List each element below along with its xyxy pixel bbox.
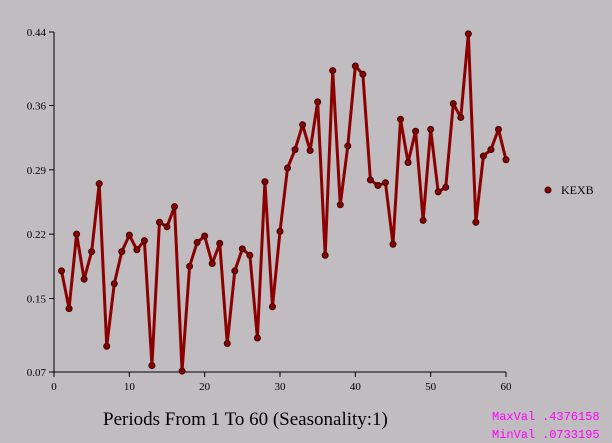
x-axis-label: Periods From 1 To 60 (Seasonality:1) bbox=[103, 409, 388, 430]
x-axis: 0 10 20 30 40 50 60 bbox=[51, 371, 513, 393]
data-point bbox=[464, 30, 472, 38]
data-point bbox=[118, 248, 126, 256]
data-point bbox=[201, 232, 209, 240]
data-point bbox=[276, 227, 284, 235]
data-point bbox=[329, 67, 337, 75]
data-point bbox=[351, 62, 359, 70]
data-point bbox=[155, 218, 163, 226]
data-point bbox=[208, 260, 216, 268]
data-point bbox=[404, 158, 412, 166]
series-line-kexb bbox=[60, 32, 508, 373]
data-point bbox=[65, 305, 73, 313]
x-tick-label: 60 bbox=[501, 381, 513, 393]
data-point bbox=[186, 262, 194, 270]
max-value: .4376158 bbox=[542, 410, 600, 424]
y-tick-label: 0.22 bbox=[27, 229, 46, 241]
data-point bbox=[487, 146, 495, 154]
data-point bbox=[246, 251, 254, 259]
data-point bbox=[427, 125, 435, 133]
legend: KEXB bbox=[544, 183, 594, 197]
x-tick-label: 10 bbox=[124, 381, 136, 393]
y-tick-label: 0.36 bbox=[27, 101, 47, 113]
data-point bbox=[412, 127, 420, 135]
data-point bbox=[442, 183, 450, 191]
data-point bbox=[374, 181, 382, 189]
data-point bbox=[291, 146, 299, 154]
x-tick-label: 20 bbox=[199, 381, 211, 393]
legend-marker bbox=[544, 186, 552, 194]
data-point bbox=[472, 218, 480, 226]
data-point bbox=[178, 367, 186, 375]
data-point bbox=[268, 303, 276, 311]
data-point bbox=[216, 239, 224, 247]
data-point bbox=[457, 113, 465, 121]
data-point bbox=[148, 362, 156, 370]
data-point bbox=[284, 164, 292, 172]
data-point bbox=[389, 240, 397, 248]
data-point bbox=[366, 176, 374, 184]
y-axis: 0.07 0.15 0.22 0.29 0.36 0.44 bbox=[27, 27, 55, 379]
data-point bbox=[95, 180, 103, 188]
data-point bbox=[231, 267, 239, 275]
data-point bbox=[58, 267, 66, 275]
data-point bbox=[125, 231, 133, 239]
data-point bbox=[314, 98, 322, 106]
data-point bbox=[140, 237, 148, 245]
x-tick-label: 40 bbox=[350, 381, 362, 393]
data-point bbox=[397, 115, 405, 123]
data-point bbox=[502, 156, 510, 164]
data-point bbox=[133, 246, 141, 254]
data-point bbox=[449, 100, 457, 108]
y-tick-label: 0.29 bbox=[27, 165, 47, 177]
data-point bbox=[381, 179, 389, 187]
data-point bbox=[110, 280, 118, 288]
data-point bbox=[238, 245, 246, 253]
data-point bbox=[419, 216, 427, 224]
data-point bbox=[434, 188, 442, 196]
x-tick-label: 30 bbox=[275, 381, 287, 393]
data-point bbox=[73, 230, 81, 238]
y-tick-label: 0.07 bbox=[27, 367, 47, 379]
data-point bbox=[494, 125, 502, 133]
data-point bbox=[479, 152, 487, 160]
data-point bbox=[171, 203, 179, 211]
data-point bbox=[359, 70, 367, 78]
max-value-label: MaxVal bbox=[492, 410, 535, 424]
series-group bbox=[58, 30, 510, 375]
data-point bbox=[88, 248, 96, 256]
data-point bbox=[163, 223, 171, 231]
data-point bbox=[321, 251, 329, 259]
x-tick-label: 50 bbox=[425, 381, 437, 393]
data-point bbox=[223, 340, 231, 348]
x-tick-label: 0 bbox=[51, 381, 57, 393]
legend-label-kexb: KEXB bbox=[561, 183, 594, 197]
data-point bbox=[103, 342, 111, 350]
data-point bbox=[336, 201, 344, 209]
min-value: .0733195 bbox=[542, 428, 600, 442]
data-point bbox=[193, 238, 201, 246]
y-tick-label: 0.15 bbox=[27, 293, 47, 305]
y-tick-label: 0.44 bbox=[27, 27, 47, 39]
data-point bbox=[306, 147, 314, 155]
data-point bbox=[253, 334, 261, 342]
data-point bbox=[80, 275, 88, 283]
min-value-label: MinVal bbox=[492, 428, 535, 442]
stats-box: MaxVal .4376158 MinVal .0733195 bbox=[492, 410, 600, 442]
data-point bbox=[344, 142, 352, 150]
data-point bbox=[299, 121, 307, 129]
data-point bbox=[261, 178, 269, 186]
